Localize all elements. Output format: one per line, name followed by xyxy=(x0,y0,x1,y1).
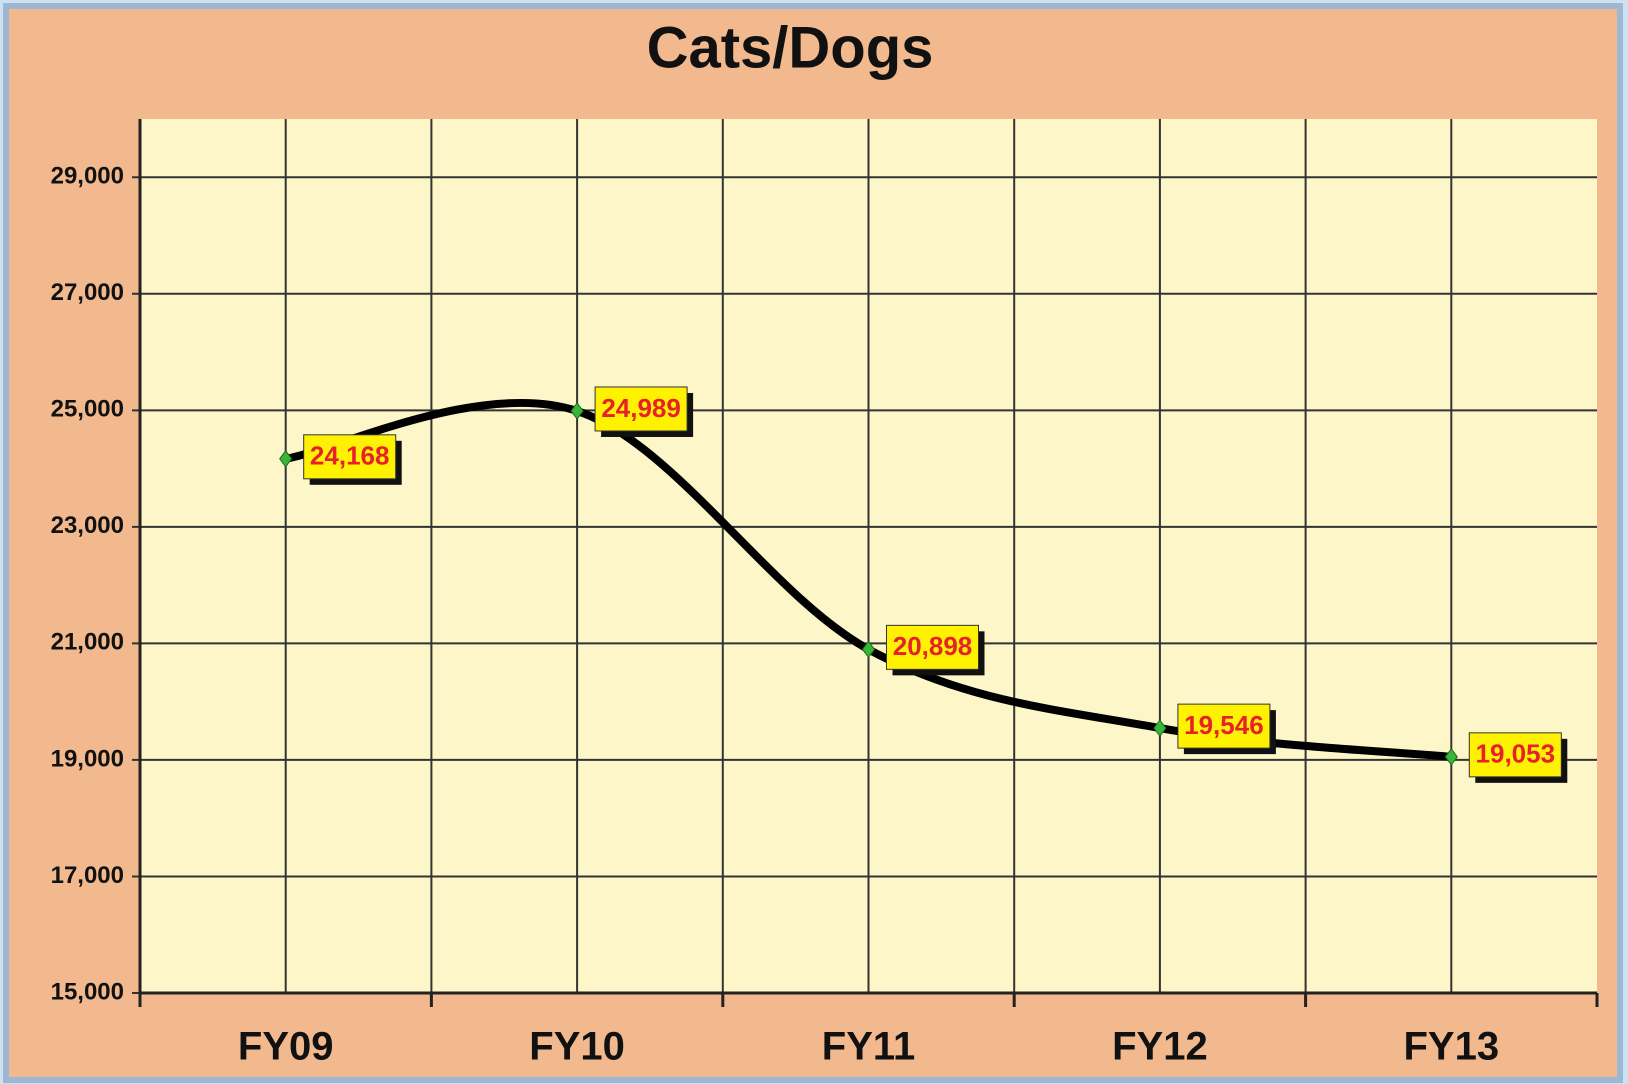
point-marker xyxy=(570,402,584,420)
point-marker xyxy=(279,449,293,468)
x-tick-label: FY13 xyxy=(1403,1025,1499,1069)
data-label: 24,168 xyxy=(310,441,390,471)
grid xyxy=(132,119,1599,1007)
y-tick-label: 21,000 xyxy=(51,629,124,656)
point-marker xyxy=(1444,748,1458,766)
x-tick-label: FY12 xyxy=(1112,1025,1208,1069)
y-tick-label: 29,000 xyxy=(51,163,124,190)
y-tick-label: 17,000 xyxy=(51,862,124,889)
data-label-box xyxy=(303,434,397,480)
data-label: 19,053 xyxy=(1476,739,1556,769)
y-tick-label: 27,000 xyxy=(51,279,124,306)
y-tick-label: 25,000 xyxy=(51,396,124,423)
x-tick-label: FY11 xyxy=(822,1025,915,1069)
marks: 24,168 24,989 20,898 19,546 19,053 xyxy=(279,386,1568,783)
data-label-box xyxy=(594,386,688,432)
data-label-box xyxy=(1177,703,1271,749)
x-tick-label: FY10 xyxy=(529,1025,625,1069)
point-marker xyxy=(1153,719,1167,737)
data-label-box xyxy=(1468,732,1562,778)
chart-title: Cats/Dogs xyxy=(647,15,934,80)
point-marker xyxy=(861,640,876,659)
data-label: 19,546 xyxy=(1184,710,1264,740)
data-label: 24,989 xyxy=(601,393,681,423)
data-label: 20,898 xyxy=(893,631,973,661)
y-tick-label: 23,000 xyxy=(51,512,124,539)
y-tick-label: 19,000 xyxy=(51,745,124,772)
data-label-box xyxy=(886,624,979,670)
x-tick-label: FY09 xyxy=(238,1025,334,1069)
y-tick-label: 15,000 xyxy=(51,978,124,1005)
